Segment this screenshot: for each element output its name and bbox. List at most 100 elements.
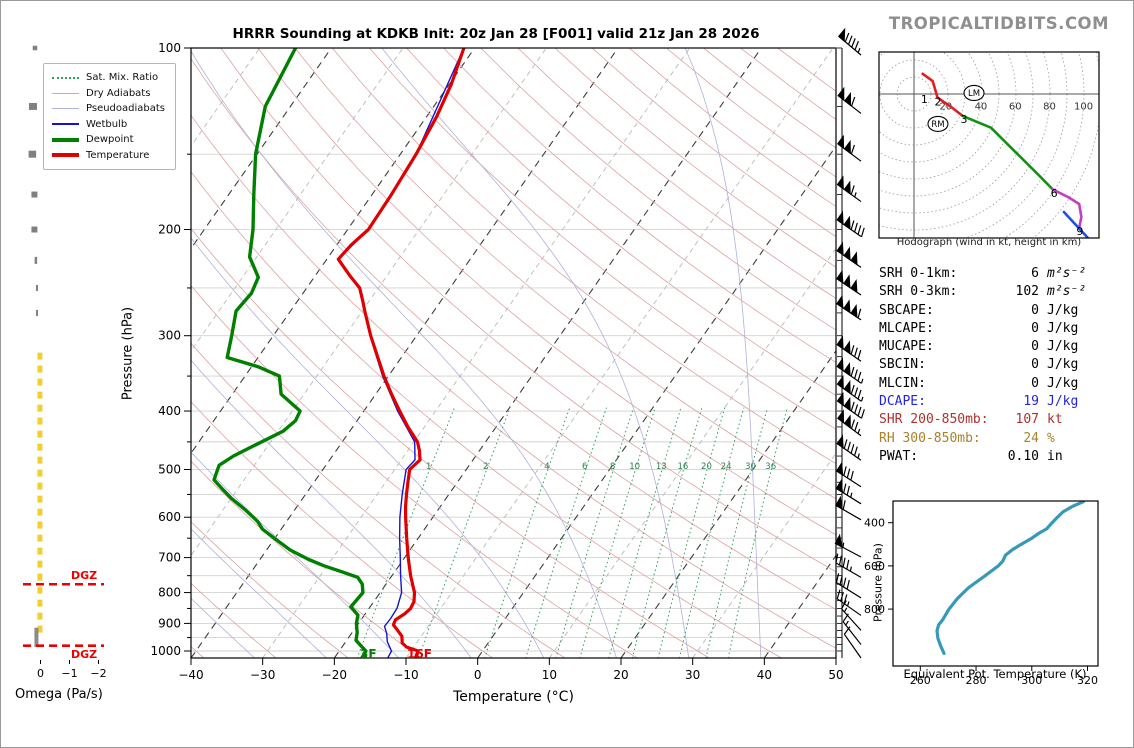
stat-unit: m²s⁻² — [1047, 284, 1087, 300]
svg-text:−2: −2 — [90, 667, 106, 680]
svg-text:700: 700 — [158, 551, 181, 565]
svg-text:−40: −40 — [178, 668, 203, 682]
svg-text:1: 1 — [921, 93, 928, 106]
stat-label: SRH 0-3km: — [879, 284, 958, 300]
hodograph-segment-3-6km — [961, 114, 1054, 191]
stat-unit: J/kg — [1047, 302, 1079, 318]
svg-text:900: 900 — [158, 616, 181, 630]
stat-unit: % — [1047, 430, 1055, 446]
stat-unit: in — [1047, 448, 1063, 464]
omega-axis-label: Omega (Pa/s) — [15, 687, 103, 702]
stat-value: 0 — [1031, 375, 1039, 391]
stat-row-pwat: PWAT: 0.10 in — [879, 449, 1129, 467]
svg-text:260: 260 — [910, 674, 931, 687]
svg-text:800: 800 — [158, 586, 181, 600]
svg-text:36: 36 — [765, 462, 776, 472]
svg-text:10: 10 — [542, 668, 557, 682]
dry-adiabats-line-swatch — [52, 92, 79, 94]
stat-label: MLCAPE: — [879, 320, 934, 336]
site-brand: TROPICALTIDBITS.COM — [888, 14, 1109, 33]
svg-text:0: 0 — [37, 667, 44, 680]
stat-value: 0.10 — [1007, 448, 1039, 464]
svg-text:1: 1 — [426, 462, 431, 472]
svg-text:1000: 1000 — [150, 644, 181, 658]
legend-item-dry-adiabats: Dry Adiabats — [52, 86, 165, 102]
stat-unit: J/kg — [1047, 394, 1079, 410]
legend: Sat. Mix. Ratio Dry Adiabats Pseudoadiab… — [43, 63, 177, 170]
svg-text:80: 80 — [1043, 102, 1056, 113]
wetbulb-curve — [337, 48, 465, 658]
dewpoint-line-swatch — [52, 137, 79, 142]
hodograph-segment-9-12km — [1062, 210, 1090, 238]
stat-label: PWAT: — [879, 448, 919, 464]
svg-text:300: 300 — [158, 329, 181, 343]
stat-row-rh-300-850mb: RH 300-850mb: 24% — [879, 431, 1129, 449]
stat-unit: J/kg — [1047, 320, 1079, 336]
legend-item-pseudoadiabats: Pseudoadiabats — [52, 101, 165, 117]
stat-unit: kt — [1047, 412, 1063, 428]
svg-text:RM: RM — [931, 120, 944, 130]
svg-text:400: 400 — [864, 517, 885, 530]
svg-text:300: 300 — [1021, 674, 1042, 687]
sounding-curves — [212, 48, 466, 658]
stat-value: 19 — [1023, 394, 1039, 410]
stat-row-sbcape: SBCAPE: 0 J/kg — [879, 303, 1129, 321]
pressure-axis-label: Pressure (hPa) — [120, 306, 136, 401]
wind-barbs — [834, 27, 865, 659]
svg-text:−20: −20 — [322, 668, 347, 682]
legend-item-dewpoint: Dewpoint — [52, 132, 165, 148]
stat-unit: m²s⁻² — [1047, 266, 1087, 281]
stat-unit: J/kg — [1047, 375, 1079, 391]
svg-text:40: 40 — [975, 102, 988, 113]
svg-text:20: 20 — [701, 462, 712, 472]
svg-text:2: 2 — [483, 462, 488, 472]
stat-row-mucape: MUCAPE: 0 J/kg — [879, 339, 1129, 357]
svg-text:20: 20 — [939, 102, 952, 113]
svg-text:6: 6 — [582, 462, 587, 472]
svg-text:−10: −10 — [393, 668, 418, 682]
svg-text:8: 8 — [610, 462, 615, 472]
hodograph-caption: Hodograph (wind in kt, height in km) — [896, 237, 1082, 248]
legend-item-wetbulb: Wetbulb — [52, 117, 165, 133]
theta-e-plot: 260 280 300 320 400 600 800 — [864, 500, 1099, 687]
sounding-indices-panel: SRH 0-1km: 6 m²s⁻² SRH 0-3km: 102 m²s⁻² SBCAPE… — [879, 266, 1129, 467]
hodograph-plot: 20 40 60 80 100 1 2 3 6 9 LM RM — [878, 51, 1100, 239]
svg-text:−1: −1 — [61, 667, 77, 680]
stat-value: 0 — [1031, 320, 1039, 336]
stat-label: MLCIN: — [879, 375, 926, 391]
svg-text:LM: LM — [968, 89, 980, 99]
temperature-axis-label: Temperature (°C) — [453, 689, 574, 705]
stat-unit: J/kg — [1047, 357, 1079, 373]
stat-value: 0 — [1031, 302, 1039, 318]
svg-text:200: 200 — [158, 223, 181, 237]
svg-text:4: 4 — [544, 462, 549, 472]
stat-label: DCAPE: — [879, 394, 926, 410]
stat-row-mlcape: MLCAPE: 0 J/kg — [879, 321, 1129, 339]
stat-label: RH 300-850mb: — [879, 430, 981, 446]
page-title: HRRR Sounding at KDKB Init: 20z Jan 28 [… — [232, 26, 760, 42]
theta-e-y-axis-label: Pressure (hPa) — [871, 543, 885, 622]
svg-text:13: 13 — [656, 462, 667, 472]
stat-label: MUCAPE: — [879, 339, 934, 355]
svg-text:6: 6 — [1051, 187, 1058, 200]
stat-unit: J/kg — [1047, 339, 1079, 355]
svg-text:3: 3 — [960, 113, 967, 126]
stat-row-mlcin: MLCIN: 0 J/kg — [879, 376, 1129, 394]
stat-value: 102 — [1015, 284, 1039, 300]
hodograph-segment-6-9km — [1051, 188, 1083, 229]
dgz-lower-label: DGZ — [71, 648, 98, 661]
temperature-curve — [336, 48, 466, 658]
stat-label: SBCIN: — [879, 357, 926, 373]
stat-row-srh-0-3km: SRH 0-3km: 102 m²s⁻² — [879, 284, 1129, 302]
hodograph-segment-0-3km — [921, 72, 964, 118]
sat-mix-ratio-line-swatch — [52, 76, 79, 79]
stat-value: 0 — [1031, 339, 1039, 355]
svg-text:400: 400 — [158, 404, 181, 418]
svg-text:30: 30 — [745, 462, 756, 472]
stat-row-shr-200-850mb: SHR 200-850mb: 107 kt — [879, 412, 1129, 430]
dgz-upper-label: DGZ — [71, 569, 98, 582]
svg-text:40: 40 — [757, 668, 772, 682]
pseudoadiabats-line-swatch — [52, 108, 79, 110]
svg-text:600: 600 — [864, 560, 885, 573]
